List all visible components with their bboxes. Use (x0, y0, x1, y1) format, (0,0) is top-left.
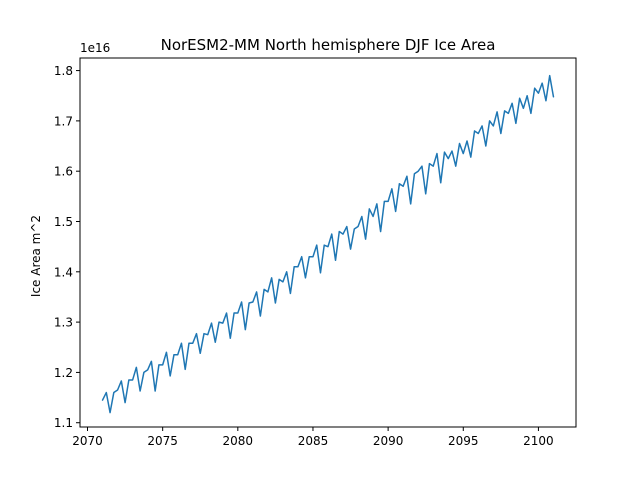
x-axis: 2070 2075 2080 2085 2090 2095 2100 (72, 427, 554, 448)
y-tick-label: 1.8 (54, 64, 73, 78)
x-tick-label: 2085 (298, 434, 329, 448)
y-tick-label: 1.3 (54, 316, 73, 330)
x-tick-label: 2095 (448, 434, 479, 448)
plot-area (101, 74, 555, 414)
x-tick-label: 2090 (373, 434, 404, 448)
y-axis: 1.1 1.2 1.3 1.4 1.5 1.6 1.7 1.8 (54, 64, 80, 430)
series-line (101, 74, 555, 414)
x-tick-label: 2100 (523, 434, 554, 448)
y-tick-label: 1.5 (54, 215, 73, 229)
y-tick-label: 1.7 (54, 114, 73, 128)
y-offset-label: 1e16 (80, 41, 110, 55)
x-tick-label: 2080 (223, 434, 254, 448)
y-tick-label: 1.2 (54, 366, 73, 380)
axes-frame (79, 57, 577, 428)
chart-title: NorESM2-MM North hemisphere DJF Ice Area (161, 36, 496, 54)
y-tick-label: 1.6 (54, 165, 73, 179)
x-tick-label: 2075 (147, 434, 178, 448)
y-tick-label: 1.4 (54, 265, 73, 279)
y-tick-label: 1.1 (54, 416, 73, 430)
y-axis-label: Ice Area m^2 (29, 215, 43, 297)
x-tick-label: 2070 (72, 434, 103, 448)
